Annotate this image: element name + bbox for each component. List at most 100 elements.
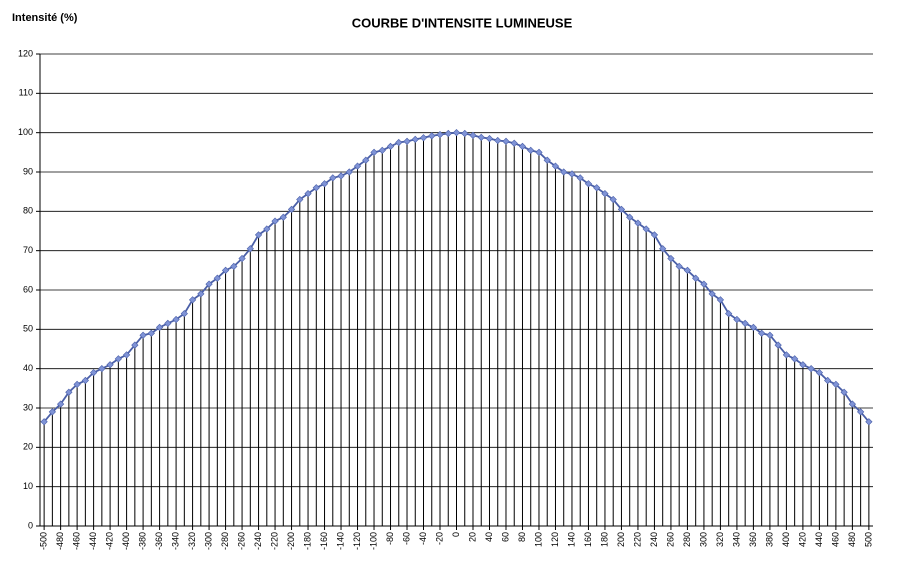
data-marker xyxy=(98,365,106,373)
x-tick-label: 460 xyxy=(830,532,840,547)
x-tick-label: 200 xyxy=(616,532,626,547)
data-marker xyxy=(692,274,700,282)
data-marker xyxy=(683,266,692,274)
x-tick-label: -180 xyxy=(302,532,312,550)
data-marker xyxy=(395,138,403,147)
data-marker xyxy=(131,341,139,349)
x-tick-label: -420 xyxy=(104,532,114,550)
data-marker xyxy=(815,368,824,377)
data-marker xyxy=(716,296,725,304)
data-marker xyxy=(551,162,560,170)
data-marker xyxy=(650,231,659,239)
x-tick-label: -40 xyxy=(418,532,428,545)
data-marker xyxy=(568,170,576,178)
data-marker xyxy=(386,142,395,151)
x-tick-label: 180 xyxy=(599,532,609,547)
data-marker xyxy=(246,245,254,253)
x-tick-label: -100 xyxy=(368,532,378,550)
x-tick-label: 340 xyxy=(731,532,741,547)
data-marker xyxy=(320,180,329,188)
data-marker xyxy=(667,254,675,263)
x-tick-label: 500 xyxy=(863,532,873,547)
data-marker xyxy=(758,329,766,337)
x-tick-label: 300 xyxy=(698,532,708,547)
x-tick-label: -320 xyxy=(187,532,197,550)
x-tick-label: -20 xyxy=(434,532,444,545)
x-tick-label: 260 xyxy=(665,532,675,547)
data-marker xyxy=(485,134,494,143)
data-marker xyxy=(263,225,271,233)
data-marker xyxy=(502,137,510,145)
data-marker xyxy=(436,131,444,139)
data-marker xyxy=(419,134,428,142)
data-marker xyxy=(848,400,857,408)
y-tick-label: 10 xyxy=(23,481,33,491)
x-tick-label: 240 xyxy=(649,532,659,547)
data-marker xyxy=(766,331,774,339)
x-tick-label: -160 xyxy=(319,532,329,550)
data-marker xyxy=(675,262,683,271)
data-marker xyxy=(749,323,758,331)
data-marker xyxy=(576,174,584,182)
y-tick-label: 0 xyxy=(28,520,33,530)
x-tick-label: -60 xyxy=(401,532,411,545)
data-marker xyxy=(353,162,362,170)
data-marker xyxy=(807,365,815,373)
x-tick-label: 440 xyxy=(814,532,824,547)
data-marker xyxy=(428,132,436,140)
data-marker xyxy=(254,231,263,239)
x-tick-label: -300 xyxy=(203,532,213,550)
x-tick-label: 220 xyxy=(632,532,642,547)
x-tick-label: 80 xyxy=(517,532,527,542)
data-marker xyxy=(857,408,865,416)
data-marker xyxy=(172,315,180,324)
data-marker xyxy=(865,418,873,426)
data-marker xyxy=(708,290,716,298)
x-tick-label: -280 xyxy=(220,532,230,550)
y-tick-label: 50 xyxy=(23,324,33,334)
data-marker xyxy=(345,168,353,176)
data-marker xyxy=(494,136,502,145)
data-marker xyxy=(799,361,807,369)
data-marker xyxy=(370,148,378,156)
data-marker xyxy=(147,329,155,337)
data-marker xyxy=(139,331,147,339)
data-marker xyxy=(81,376,89,385)
data-marker xyxy=(164,319,172,328)
data-marker xyxy=(155,323,164,331)
x-tick-label: 280 xyxy=(682,532,692,547)
data-marker xyxy=(296,195,304,204)
data-marker xyxy=(279,213,287,221)
data-marker xyxy=(287,205,296,213)
data-marker xyxy=(122,351,131,359)
x-tick-label: -500 xyxy=(38,532,48,550)
x-tick-label: 160 xyxy=(583,532,593,547)
data-marker xyxy=(733,315,741,324)
y-tick-label: 100 xyxy=(18,127,33,137)
data-marker xyxy=(543,156,551,164)
y-tick-label: 110 xyxy=(19,88,33,98)
data-marker xyxy=(510,139,518,147)
data-marker xyxy=(378,146,386,154)
y-tick-label: 20 xyxy=(23,442,33,452)
data-marker xyxy=(40,418,48,426)
x-tick-label: -400 xyxy=(121,532,131,550)
data-marker xyxy=(535,148,543,156)
x-tick-label: -120 xyxy=(352,532,362,550)
data-marker xyxy=(362,156,370,164)
y-tick-label: 60 xyxy=(23,284,33,294)
x-tick-label: 0 xyxy=(451,532,461,537)
data-marker xyxy=(601,190,609,198)
data-marker xyxy=(329,174,337,182)
data-marker xyxy=(48,408,56,416)
x-tick-label: 480 xyxy=(847,532,857,547)
x-tick-label: 120 xyxy=(550,532,560,547)
x-tick-label: 100 xyxy=(533,532,543,547)
data-marker xyxy=(626,213,634,221)
x-tick-label: -480 xyxy=(55,532,65,550)
data-marker xyxy=(584,180,593,188)
data-marker xyxy=(230,262,238,271)
data-marker xyxy=(469,131,477,140)
